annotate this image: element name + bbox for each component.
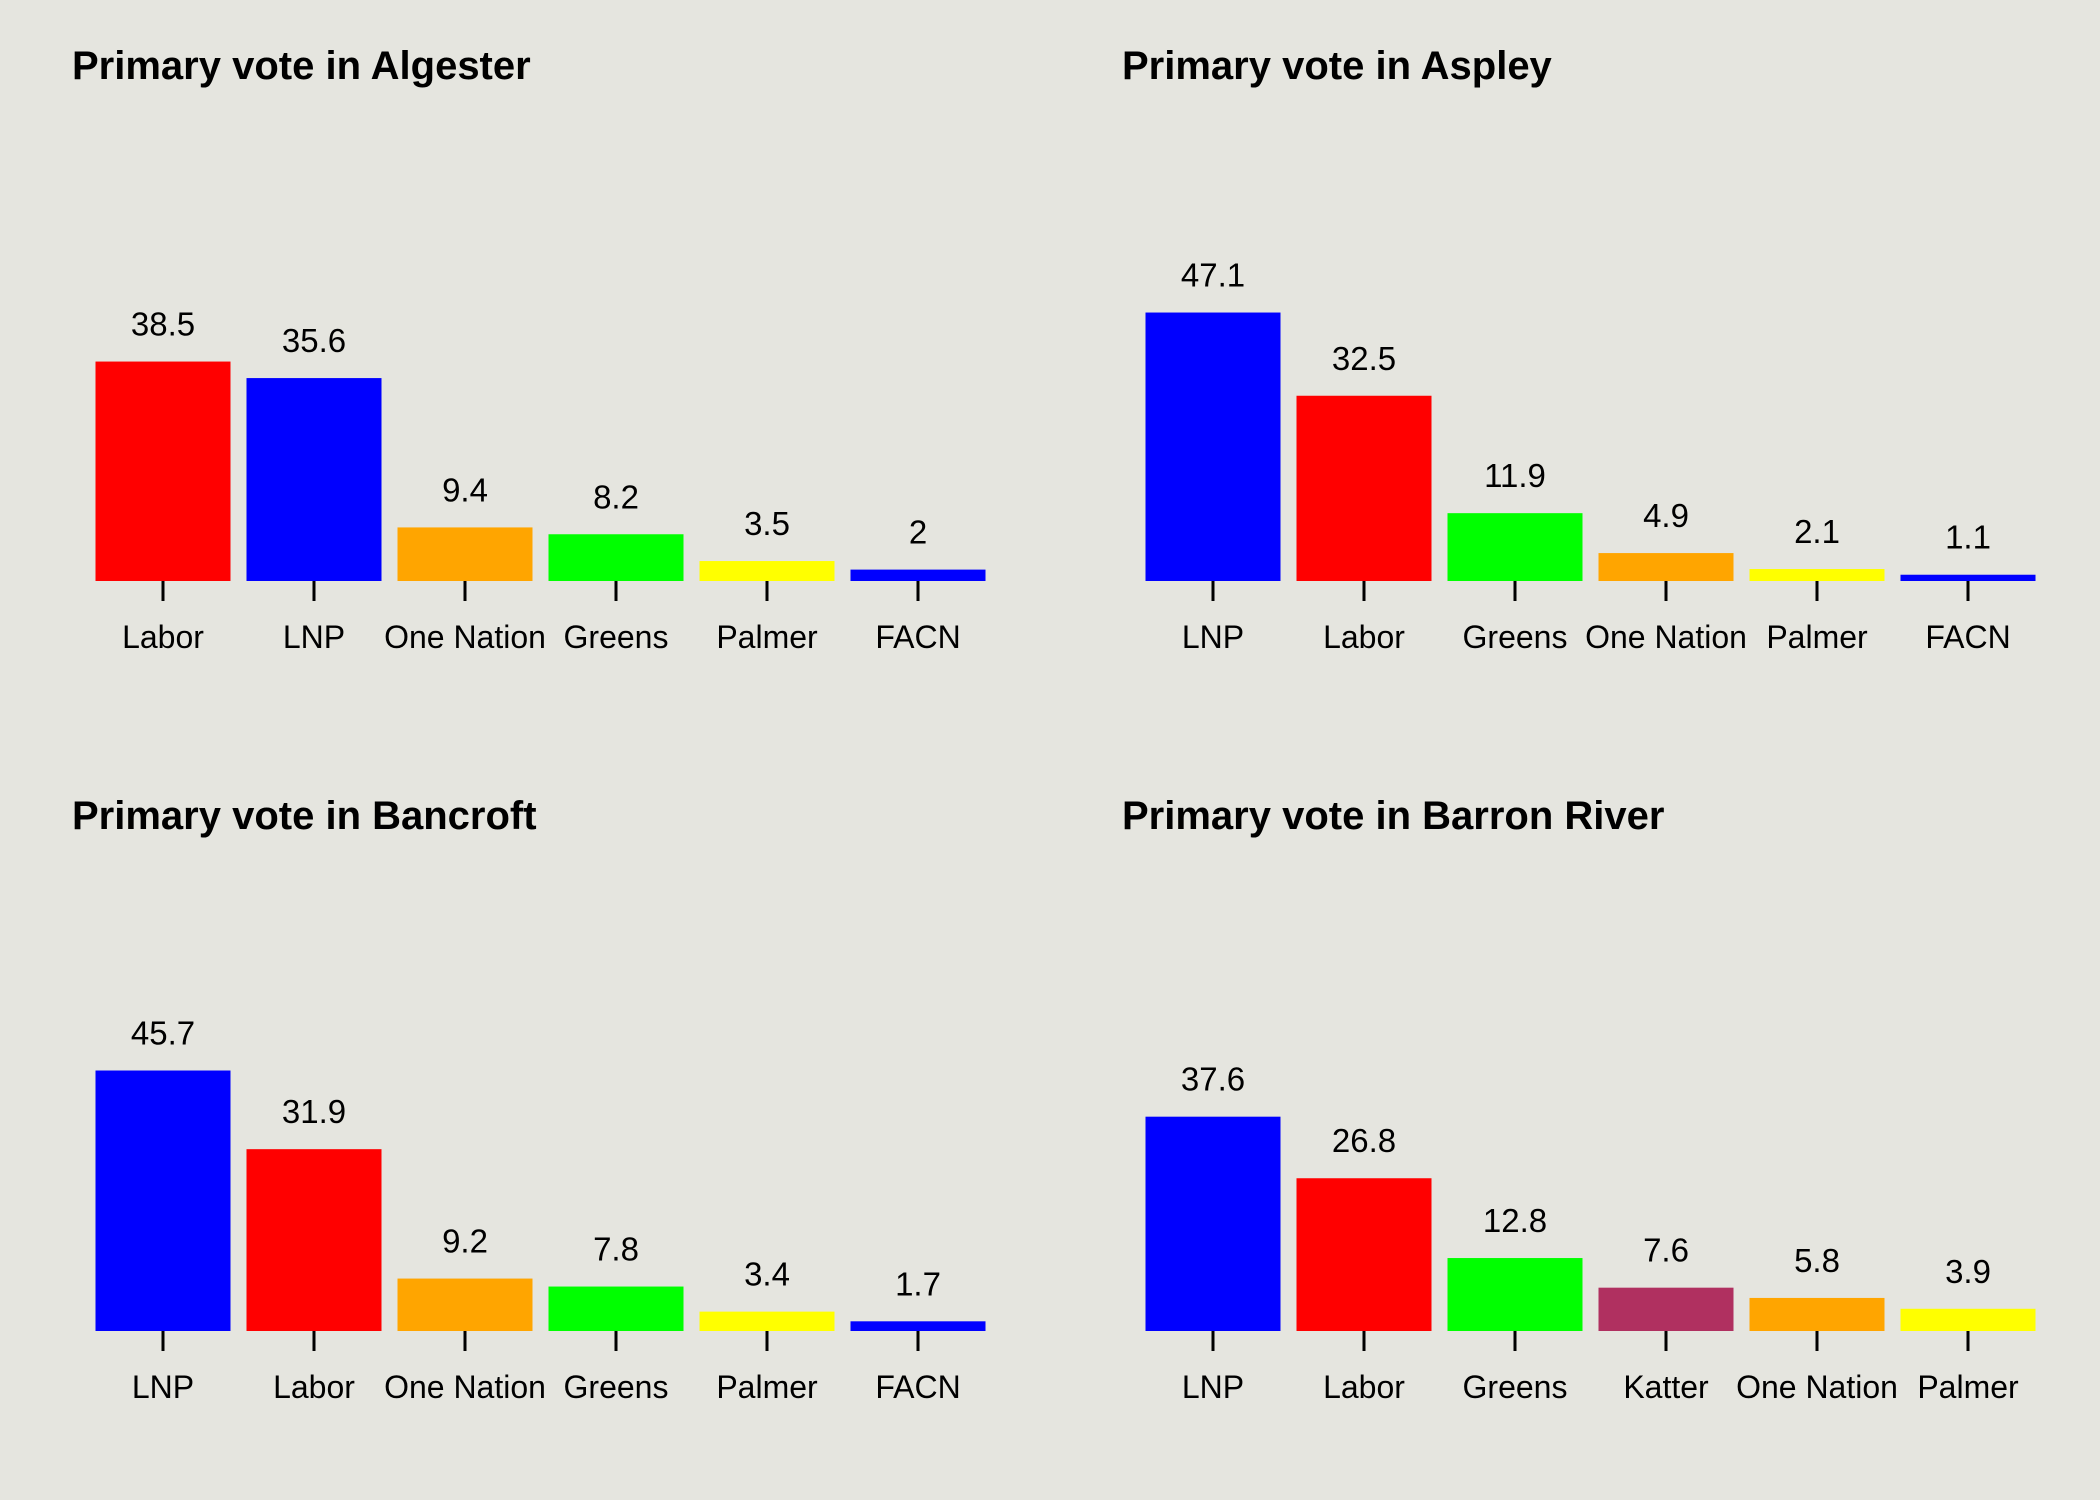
bar-palmer: [1900, 1308, 2036, 1331]
data-label: 38.5: [131, 306, 195, 343]
bar-greens: [1447, 1258, 1583, 1331]
chart-title: Primary vote in Barron River: [1122, 794, 1664, 838]
x-tick-label: Palmer: [716, 619, 818, 655]
bar-labor: [246, 1149, 382, 1331]
x-tick-label: LNP: [1182, 1369, 1244, 1405]
x-tick-label: One Nation: [384, 1369, 546, 1405]
x-tick-label: Palmer: [1917, 1369, 2019, 1405]
bar-one-nation: [1749, 1297, 1885, 1331]
bar-palmer: [699, 1311, 835, 1331]
x-tick-label: LNP: [132, 1369, 194, 1405]
bar-one-nation: [397, 527, 533, 581]
data-label: 37.6: [1181, 1061, 1245, 1098]
data-label: 9.4: [442, 471, 488, 508]
chart-title: Primary vote in Bancroft: [72, 794, 537, 838]
data-label: 1.1: [1945, 519, 1991, 556]
bar-katter: [1598, 1287, 1734, 1331]
x-tick-label: FACN: [875, 619, 960, 655]
x-tick-label: Greens: [564, 619, 669, 655]
bar-lnp: [95, 1070, 231, 1331]
data-label: 31.9: [282, 1093, 346, 1130]
x-tick-label: Labor: [273, 1369, 355, 1405]
bar-greens: [548, 534, 684, 581]
bar-labor: [1296, 1178, 1432, 1331]
bar-lnp: [246, 378, 382, 581]
data-label: 8.2: [593, 478, 639, 515]
x-tick-label: One Nation: [1585, 619, 1747, 655]
bar-labor: [95, 361, 231, 581]
x-tick-label: FACN: [1925, 619, 2010, 655]
chart-panel-aspley: Primary vote in Aspley 47.1 LNP 32.5 Labor 1…: [1122, 44, 2036, 655]
bar-lnp: [1145, 1116, 1281, 1331]
data-label: 32.5: [1332, 340, 1396, 377]
data-label: 4.9: [1643, 497, 1689, 534]
bar-facn: [1900, 574, 2036, 581]
bar-one-nation: [1598, 553, 1734, 581]
data-label: 45.7: [131, 1015, 195, 1052]
bar-facn: [850, 1321, 986, 1331]
x-tick-label: LNP: [283, 619, 345, 655]
data-label: 3.4: [744, 1256, 790, 1293]
x-tick-label: Palmer: [716, 1369, 818, 1405]
x-tick-label: Labor: [1323, 1369, 1405, 1405]
x-tick-label: Labor: [122, 619, 204, 655]
data-label: 26.8: [1332, 1122, 1396, 1159]
data-label: 7.6: [1643, 1232, 1689, 1269]
bar-lnp: [1145, 312, 1281, 581]
chart-title: Primary vote in Algester: [72, 44, 531, 88]
data-label: 7.8: [593, 1231, 639, 1268]
x-tick-label: One Nation: [1736, 1369, 1898, 1405]
data-label: 2.1: [1794, 513, 1840, 550]
data-label: 3.9: [1945, 1253, 1991, 1290]
bar-labor: [1296, 395, 1432, 581]
data-label: 2: [909, 514, 927, 551]
chart-panel-barron-river: Primary vote in Barron River 37.6 LNP 26.8…: [1122, 794, 2036, 1405]
data-label: 12.8: [1483, 1202, 1547, 1239]
data-label: 11.9: [1484, 457, 1546, 494]
bar-palmer: [1749, 569, 1885, 581]
x-tick-label: LNP: [1182, 619, 1244, 655]
x-tick-label: Labor: [1323, 619, 1405, 655]
bar-facn: [850, 569, 986, 581]
x-tick-label: Greens: [1463, 1369, 1568, 1405]
data-label: 1.7: [895, 1265, 941, 1302]
chart-panel-algester: Primary vote in Algester 38.5 Labor 35.6 LN…: [72, 44, 986, 655]
bar-greens: [1447, 513, 1583, 581]
x-tick-label: One Nation: [384, 619, 546, 655]
chart-panel-bancroft: Primary vote in Bancroft 45.7 LNP 31.9 Labo…: [72, 794, 986, 1405]
x-tick-label: Katter: [1623, 1369, 1709, 1405]
data-label: 5.8: [1794, 1242, 1840, 1279]
x-tick-label: Greens: [564, 1369, 669, 1405]
bar-greens: [548, 1286, 684, 1331]
chart-title: Primary vote in Aspley: [1122, 44, 1553, 88]
bar-palmer: [699, 561, 835, 581]
data-label: 3.5: [744, 505, 790, 542]
data-label: 9.2: [442, 1223, 488, 1260]
x-tick-label: Greens: [1463, 619, 1568, 655]
data-label: 47.1: [1181, 257, 1245, 294]
x-tick-label: Palmer: [1766, 619, 1868, 655]
x-tick-label: FACN: [875, 1369, 960, 1405]
bar-one-nation: [397, 1278, 533, 1331]
data-label: 35.6: [282, 322, 346, 359]
